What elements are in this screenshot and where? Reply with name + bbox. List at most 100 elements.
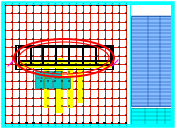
Bar xyxy=(125,29,127,31)
Bar xyxy=(125,38,127,40)
Bar xyxy=(103,122,106,124)
Bar xyxy=(11,29,13,31)
Bar xyxy=(40,55,42,57)
Bar xyxy=(89,63,91,65)
Bar xyxy=(33,71,34,73)
Bar xyxy=(33,114,34,116)
Bar xyxy=(82,88,84,90)
Bar xyxy=(118,21,120,23)
Bar xyxy=(82,122,84,124)
Bar xyxy=(25,97,27,99)
Bar xyxy=(97,105,99,107)
Bar xyxy=(25,122,27,124)
Bar xyxy=(33,29,34,31)
Bar xyxy=(82,4,85,6)
Bar xyxy=(125,63,127,65)
Bar xyxy=(61,88,63,90)
Bar xyxy=(54,4,56,6)
Bar xyxy=(40,63,42,65)
Bar xyxy=(96,122,99,124)
Bar xyxy=(18,46,20,66)
Bar xyxy=(47,46,49,48)
Bar xyxy=(33,12,34,14)
Bar xyxy=(4,55,6,57)
Bar xyxy=(125,122,127,124)
Bar xyxy=(68,71,70,73)
Bar xyxy=(18,97,20,99)
Bar xyxy=(18,46,112,48)
Bar xyxy=(104,97,106,99)
Bar xyxy=(111,46,113,48)
Bar xyxy=(61,80,63,82)
Bar xyxy=(15,68,113,70)
Bar xyxy=(35,78,43,88)
Bar xyxy=(54,97,56,99)
Bar xyxy=(25,4,27,6)
Bar xyxy=(125,46,127,48)
Bar xyxy=(104,105,106,107)
Bar xyxy=(61,12,63,14)
Bar xyxy=(125,4,127,6)
Bar xyxy=(130,3,172,125)
Bar xyxy=(89,80,91,82)
Bar xyxy=(54,21,56,23)
Bar xyxy=(54,38,56,40)
Bar xyxy=(18,88,20,90)
Bar xyxy=(30,48,32,66)
Bar xyxy=(104,12,106,14)
Bar xyxy=(111,80,113,82)
Bar xyxy=(47,114,49,116)
Bar xyxy=(11,55,13,57)
Bar xyxy=(75,4,77,6)
Bar xyxy=(25,88,27,90)
Bar xyxy=(104,88,106,90)
Bar xyxy=(32,4,35,6)
Bar xyxy=(33,105,34,107)
Bar xyxy=(104,114,106,116)
Bar xyxy=(54,63,56,65)
Bar xyxy=(97,4,99,6)
Bar xyxy=(97,71,99,73)
Bar xyxy=(54,12,56,14)
Bar xyxy=(104,21,106,23)
Bar xyxy=(55,48,57,66)
Bar xyxy=(61,4,63,6)
Bar xyxy=(68,114,70,116)
Bar xyxy=(111,122,113,124)
Bar xyxy=(125,12,127,14)
Bar xyxy=(89,55,91,57)
Bar xyxy=(18,122,20,124)
Bar xyxy=(47,4,49,6)
Bar xyxy=(111,97,113,99)
Bar xyxy=(75,38,77,40)
Bar xyxy=(82,4,84,6)
Bar xyxy=(25,105,27,107)
Bar xyxy=(11,122,13,124)
Bar xyxy=(89,46,91,48)
Bar xyxy=(97,122,99,124)
Bar xyxy=(61,4,63,6)
Bar xyxy=(75,97,77,99)
Bar xyxy=(111,122,113,124)
Bar xyxy=(4,46,6,48)
Bar xyxy=(75,55,77,57)
Bar xyxy=(104,4,106,6)
Bar xyxy=(89,105,91,107)
Bar xyxy=(75,71,77,73)
Bar xyxy=(110,46,112,66)
Bar xyxy=(111,63,113,65)
Bar xyxy=(25,71,27,73)
Bar xyxy=(104,63,106,65)
Bar xyxy=(4,88,6,90)
Bar xyxy=(18,4,20,6)
Bar xyxy=(33,21,34,23)
Bar xyxy=(111,38,113,40)
Bar xyxy=(125,122,127,124)
Bar xyxy=(68,105,70,107)
Bar xyxy=(111,114,113,116)
Bar xyxy=(125,114,127,116)
Bar xyxy=(40,4,42,6)
Bar xyxy=(125,4,127,6)
Bar xyxy=(118,29,120,31)
Bar xyxy=(82,48,84,66)
